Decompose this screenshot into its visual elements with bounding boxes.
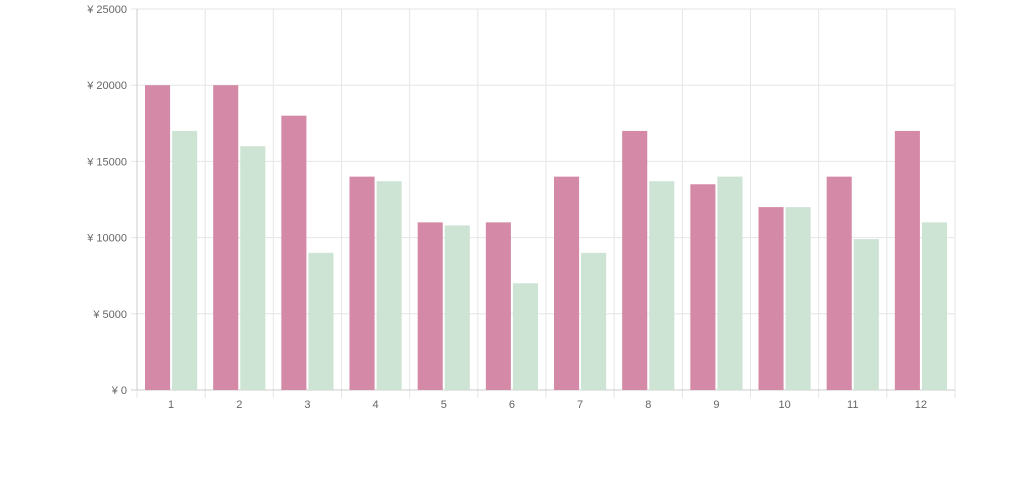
bar-series-2-9 [717, 176, 743, 390]
x-tick-label: 7 [577, 399, 583, 411]
bar-series-1-8 [622, 130, 648, 391]
bar-series-2-4 [376, 181, 402, 390]
x-tick-label: 2 [236, 399, 242, 411]
x-tick-label: 8 [645, 399, 651, 411]
bar-series-1-1 [145, 85, 171, 390]
bar-series-1-3 [281, 115, 307, 391]
bar-series-1-2 [213, 85, 239, 390]
y-tick-label: ¥ 20000 [86, 80, 127, 92]
bar-series-1-10 [758, 207, 784, 390]
bar-series-2-7 [581, 252, 607, 390]
y-tick-label: ¥ 15000 [86, 156, 127, 168]
bar-series-2-12 [921, 222, 947, 390]
y-tick-label: ¥ 25000 [86, 4, 127, 16]
bar-series-1-6 [485, 222, 511, 390]
x-tick-label: 10 [778, 399, 790, 411]
bar-series-1-5 [417, 222, 443, 390]
bar-series-1-7 [554, 176, 580, 390]
bar-series-2-1 [172, 130, 198, 391]
bar-series-1-11 [826, 176, 852, 390]
bar-series-2-3 [308, 252, 334, 390]
bar-series-1-12 [894, 130, 920, 391]
x-tick-label: 12 [915, 399, 927, 411]
x-tick-label: 11 [847, 399, 858, 411]
x-tick-label: 3 [304, 399, 310, 411]
x-tick-label: 4 [373, 399, 379, 411]
x-tick-label: 5 [441, 399, 447, 411]
bar-series-2-10 [785, 207, 811, 390]
y-tick-label: ¥ 0 [111, 385, 127, 397]
x-tick-label: 9 [713, 399, 719, 411]
y-tick-label: ¥ 10000 [86, 233, 127, 245]
x-tick-label: 6 [509, 399, 515, 411]
bar-series-1-9 [690, 184, 716, 390]
bar-series-1-4 [349, 176, 375, 390]
y-tick-label: ¥ 5000 [92, 309, 127, 321]
bar-series-2-6 [512, 283, 538, 390]
bar-series-2-11 [853, 239, 879, 390]
bar-series-2-8 [649, 181, 675, 390]
bar-series-2-2 [240, 146, 266, 390]
x-tick-label: 1 [168, 399, 174, 411]
bar-series-2-5 [444, 225, 470, 390]
